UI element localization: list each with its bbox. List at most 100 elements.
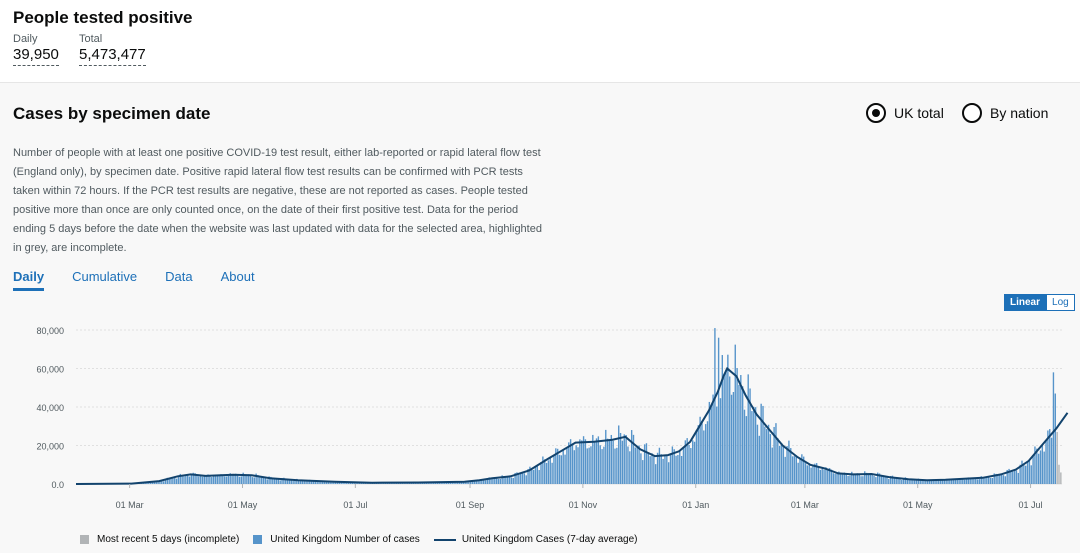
case-bar <box>608 440 611 484</box>
case-bar <box>1026 462 1029 484</box>
case-bar <box>610 434 613 484</box>
case-bar <box>188 476 191 484</box>
case-bar <box>880 476 883 484</box>
linear-scale-button[interactable]: Linear <box>1004 294 1047 311</box>
case-bar <box>510 477 513 484</box>
case-bar <box>270 476 272 484</box>
case-bar <box>159 480 161 484</box>
case-bar <box>296 478 298 484</box>
case-bar <box>579 439 581 484</box>
tab-cumulative[interactable]: Cumulative <box>72 269 138 284</box>
tab-daily[interactable]: Daily <box>13 269 45 291</box>
daily-value[interactable]: 39,950 <box>13 46 59 66</box>
x-tick-label: 01 Mar <box>116 500 144 510</box>
case-bar <box>294 479 296 484</box>
case-bar <box>727 354 729 484</box>
case-bar <box>906 478 908 484</box>
case-bar <box>804 463 807 484</box>
case-bar <box>795 455 798 484</box>
case-bar <box>815 463 818 484</box>
case-bar <box>486 479 489 484</box>
radio-by-nation[interactable]: By nation <box>962 103 1048 123</box>
case-bar <box>207 474 209 484</box>
case-bar <box>730 394 733 484</box>
case-bar <box>1010 471 1012 484</box>
case-bar <box>266 479 268 484</box>
x-tick-label: 01 May <box>228 500 258 510</box>
case-bar <box>719 398 722 484</box>
case-bar <box>989 477 992 484</box>
case-bar <box>288 479 291 484</box>
case-bar <box>599 445 601 484</box>
case-bar <box>527 468 529 484</box>
case-bar <box>475 479 477 484</box>
case-bar <box>547 460 550 484</box>
case-bar <box>503 476 505 484</box>
case-bar <box>251 477 254 484</box>
case-bar <box>177 475 180 484</box>
case-bar <box>595 438 598 484</box>
case-bar <box>205 475 207 484</box>
case-bar <box>253 477 255 484</box>
case-bar <box>481 479 483 484</box>
case-bar <box>671 446 674 484</box>
case-bar <box>836 473 838 484</box>
case-bar <box>603 446 605 484</box>
case-bar <box>1021 460 1023 484</box>
total-value[interactable]: 5,473,477 <box>79 46 146 66</box>
case-bar <box>808 463 810 484</box>
case-bar <box>342 482 344 484</box>
case-bar <box>334 481 337 484</box>
case-bar <box>704 424 707 484</box>
case-bar <box>618 425 620 484</box>
case-bar <box>518 474 520 484</box>
case-bar <box>495 477 498 484</box>
case-bar <box>175 478 178 484</box>
case-bar <box>473 481 476 484</box>
case-bar <box>222 474 224 484</box>
x-tick-label: 01 May <box>903 500 933 510</box>
case-bar <box>714 328 716 484</box>
case-bar <box>582 436 585 484</box>
case-bar <box>821 468 823 484</box>
case-bar <box>501 475 503 484</box>
tab-about[interactable]: About <box>220 269 255 284</box>
tab-data[interactable]: Data <box>165 269 193 284</box>
case-bar <box>605 429 607 484</box>
x-tick-label: 01 Jul <box>1019 500 1043 510</box>
scale-toggle: Linear Log <box>1004 294 1075 311</box>
case-bar <box>651 453 653 484</box>
case-bar <box>971 478 973 484</box>
case-bar <box>893 477 896 484</box>
case-bar <box>986 476 988 484</box>
case-bar <box>954 478 957 484</box>
case-bar <box>697 425 699 484</box>
case-bar <box>847 475 849 484</box>
case-bar <box>1028 461 1031 484</box>
y-tick-label: 40,000 <box>36 403 64 413</box>
case-bar <box>769 434 772 484</box>
case-bar <box>231 474 233 484</box>
log-scale-button[interactable]: Log <box>1046 294 1075 311</box>
case-bar <box>912 479 914 484</box>
case-bar <box>556 448 559 484</box>
case-bar <box>869 473 871 484</box>
case-bar <box>643 444 646 484</box>
case-bar <box>673 449 675 484</box>
case-bar <box>1000 473 1003 484</box>
case-bar <box>235 473 237 484</box>
case-bar <box>468 481 470 484</box>
case-bar <box>488 477 490 484</box>
total-metric: Total 5,473,477 <box>79 33 146 66</box>
case-bar <box>246 475 248 484</box>
radio-uk-total[interactable]: UK total <box>866 103 944 123</box>
case-bar <box>706 421 709 484</box>
case-bar <box>864 471 866 484</box>
case-bar <box>686 438 688 484</box>
tab-bar: Daily Cumulative Data About <box>13 269 255 291</box>
case-bar <box>244 474 246 484</box>
radio-unchecked-icon <box>962 103 982 123</box>
case-bar <box>693 441 696 484</box>
case-bar <box>558 454 561 484</box>
case-bar <box>597 436 600 484</box>
